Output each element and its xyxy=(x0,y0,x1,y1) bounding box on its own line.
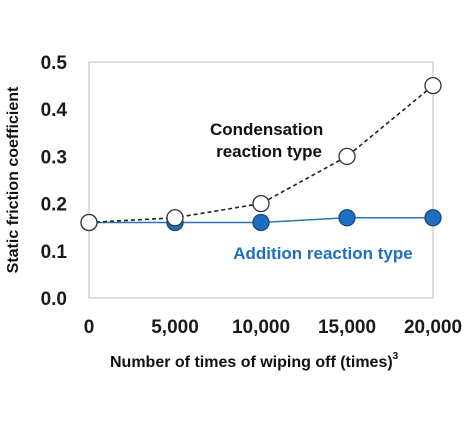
x-axis-title: Number of times of wiping off (times)3 xyxy=(110,351,399,371)
x-tick-label: 15,000 xyxy=(318,317,376,338)
y-tick-label: 0.4 xyxy=(41,100,68,121)
x-tick-label: 5,000 xyxy=(151,317,199,338)
x-tick-label: 10,000 xyxy=(232,317,290,338)
x-axis-title-main: Number of times of wiping off (times) xyxy=(110,354,393,371)
data-point-addition xyxy=(424,209,442,227)
data-point-addition xyxy=(338,209,356,227)
x-axis-ticks: 0 5,000 10,000 15,000 20,000 xyxy=(84,317,462,338)
series-label-condensation-line1: Condensation xyxy=(210,120,323,139)
plot-area-frame xyxy=(88,61,434,299)
data-point-condensation xyxy=(338,147,356,166)
y-axis-title: Static friction coefficient xyxy=(5,86,22,273)
data-point-condensation xyxy=(424,76,442,95)
y-tick-label: 0.5 xyxy=(41,53,68,74)
y-tick-label: 0.1 xyxy=(41,242,68,263)
data-point-condensation xyxy=(80,213,98,232)
series-label-addition: Addition reaction type xyxy=(233,244,412,263)
y-tick-label: 0.0 xyxy=(41,289,67,310)
series-layer xyxy=(80,76,442,232)
series-line-condensation xyxy=(88,84,434,224)
x-tick-label: 0 xyxy=(84,317,95,338)
y-tick-label: 0.2 xyxy=(41,195,67,216)
data-point-condensation xyxy=(166,209,184,227)
data-point-condensation xyxy=(252,194,270,213)
series-label-condensation: Condensation reaction type xyxy=(210,120,328,161)
series-label-condensation-line2: reaction type xyxy=(216,142,322,161)
y-tick-label: 0.3 xyxy=(41,147,67,168)
data-point-addition xyxy=(252,213,270,232)
x-axis-title-superscript: 3 xyxy=(393,351,399,362)
y-axis-ticks: 0.0 0.1 0.2 0.3 0.4 0.5 xyxy=(41,53,68,310)
x-tick-label: 20,000 xyxy=(404,317,462,338)
